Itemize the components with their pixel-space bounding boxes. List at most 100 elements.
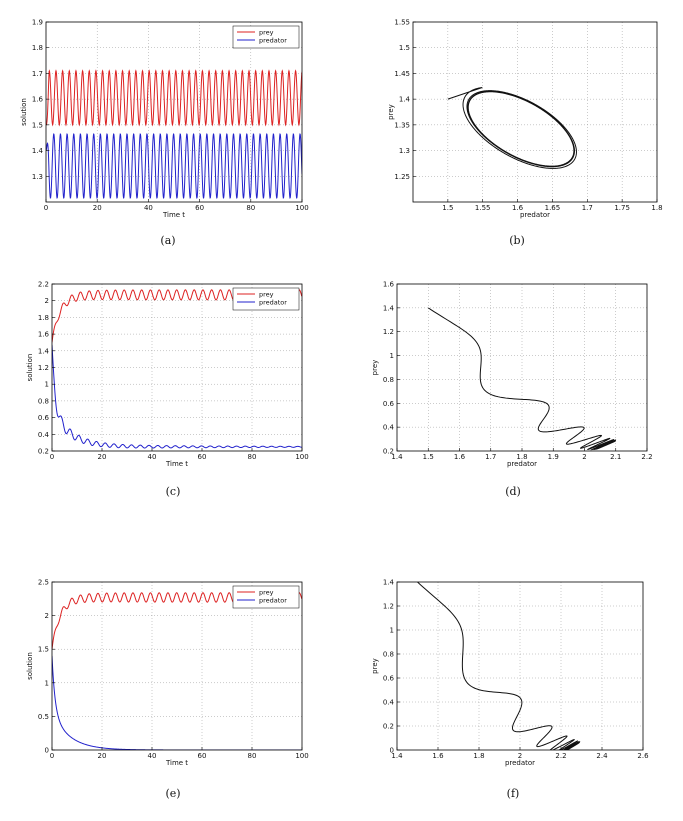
y-tick-label: 1.5	[399, 44, 410, 52]
x-axis-label: predator	[505, 759, 535, 767]
x-tick-label: 0	[50, 453, 54, 461]
x-tick-label: 1.7	[582, 204, 593, 212]
x-tick-label: 1.65	[545, 204, 561, 212]
y-tick-label: 1.4	[32, 147, 44, 155]
series-line-prey	[46, 69, 302, 127]
y-tick-label: 1.25	[394, 173, 410, 181]
y-tick-label: 0.2	[383, 448, 394, 456]
x-tick-label: 1.7	[485, 453, 496, 461]
series-line-predator	[52, 344, 302, 449]
y-tick-label: 1.6	[383, 281, 395, 289]
panel-f: 1.4 1.6 1.8 2 2.2 2.4 2.6 0 0.2 0.4 0.6 0.8 1 1.2 1.4 p…	[371, 579, 649, 801]
y-tick-label: 0.4	[383, 424, 395, 432]
x-tick-label: 1.6	[432, 752, 444, 760]
legend-label: predator	[259, 596, 287, 604]
x-tick-label: 80	[246, 204, 255, 212]
x-axis-label: Time t	[165, 759, 188, 767]
series-line-predator	[52, 655, 302, 750]
y-tick-label: 1.5	[38, 646, 49, 654]
y-tick-label: 0.4	[383, 699, 395, 707]
x-tick-label: 0	[50, 752, 54, 760]
y-axis-label: prey	[387, 104, 395, 120]
y-tick-label: 0	[390, 747, 394, 755]
y-axis-label: solution	[26, 652, 34, 680]
legend-label: prey	[259, 588, 274, 596]
y-tick-label: 1.4	[383, 304, 395, 312]
y-tick-label: 1	[45, 381, 49, 389]
x-tick-label: 1.9	[548, 453, 559, 461]
x-tick-label: 2.6	[637, 752, 649, 760]
x-tick-label: 80	[248, 453, 257, 461]
y-tick-label: 0.6	[383, 675, 395, 683]
y-tick-label: 1.2	[383, 328, 394, 336]
y-tick-label: 0.6	[38, 414, 50, 422]
y-tick-label: 1.5	[32, 121, 43, 129]
y-axis-label: solution	[26, 354, 34, 382]
x-tick-label: 1.8	[473, 752, 484, 760]
x-tick-label: 40	[144, 204, 153, 212]
y-tick-label: 1.35	[394, 121, 410, 129]
y-tick-label: 0.6	[383, 400, 395, 408]
y-tick-label: 1.8	[38, 314, 49, 322]
y-tick-label: 0.8	[38, 397, 49, 405]
x-tick-label: 20	[93, 204, 102, 212]
legend-label: predator	[259, 36, 287, 44]
x-axis-label: Time t	[162, 211, 185, 219]
x-tick-label: 40	[148, 752, 157, 760]
y-tick-label: 1	[390, 627, 394, 635]
y-axis-label: solution	[20, 98, 28, 126]
series-line	[417, 582, 581, 750]
y-tick-label: 1.8	[32, 44, 43, 52]
x-tick-label: 1.4	[391, 453, 403, 461]
y-tick-label: 1.3	[32, 173, 43, 181]
panel-caption: (e)	[165, 787, 180, 800]
y-tick-label: 1.55	[394, 19, 410, 27]
panel-c: 0 20 40 60 80 100 0.2 0.4 0.6 0.8 1 1.2 1.4 1.6 1.8 2 2.…	[26, 281, 309, 499]
y-tick-label: 1.2	[38, 364, 49, 372]
x-tick-label: 100	[295, 204, 308, 212]
panel-caption: (f)	[507, 787, 520, 800]
x-tick-label: 1.4	[391, 752, 403, 760]
series-line-predator	[46, 133, 302, 199]
x-tick-label: 1.6	[512, 204, 524, 212]
x-tick-label: 1.8	[651, 204, 662, 212]
y-tick-label: 1.4	[383, 579, 395, 587]
x-tick-label: 1.5	[423, 453, 434, 461]
x-axis-label: predator	[520, 211, 550, 219]
plot-frame	[45, 21, 303, 203]
x-tick-label: 80	[248, 752, 257, 760]
legend-label: prey	[259, 28, 274, 36]
y-axis-label: prey	[371, 360, 379, 376]
series-line	[447, 87, 577, 169]
y-tick-label: 0.8	[383, 651, 394, 659]
x-tick-label: 0	[44, 204, 48, 212]
y-tick-label: 1.6	[32, 96, 44, 104]
y-tick-label: 1.9	[32, 19, 43, 27]
panel-a: 0 20 40 60 80 100 1.3 1.4 1.5 1.6 1.7 1.8 1.9 Time t s…	[20, 19, 309, 248]
x-tick-label: 100	[295, 752, 308, 760]
y-tick-label: 1	[45, 679, 49, 687]
y-tick-label: 1.2	[383, 603, 394, 611]
x-tick-label: 2.2	[641, 453, 652, 461]
x-tick-label: 1.75	[614, 204, 630, 212]
legend-label: predator	[259, 298, 287, 306]
x-tick-label: 20	[98, 752, 107, 760]
panel-d: 1.4 1.5 1.6 1.7 1.8 1.9 2 2.1 2.2 0.2 0.4 0.6 0.8 1 1.…	[371, 281, 653, 499]
y-tick-label: 2.5	[38, 579, 49, 587]
x-axis-label: predator	[507, 460, 537, 468]
panel-e: 0 20 40 60 80 100 0 0.5 1 1.5 2 2.5 Time t solution pr…	[26, 579, 309, 801]
x-tick-label: 20	[98, 453, 107, 461]
panel-caption: (a)	[160, 234, 175, 247]
x-axis-label: Time t	[165, 460, 188, 468]
plot-frame	[412, 21, 658, 203]
y-tick-label: 0.5	[38, 713, 49, 721]
x-tick-label: 1.5	[442, 204, 453, 212]
y-tick-label: 1.4	[38, 347, 50, 355]
y-tick-label: 1.3	[399, 147, 410, 155]
x-tick-label: 2	[518, 752, 522, 760]
y-axis-label: prey	[371, 658, 379, 674]
legend-label: prey	[259, 290, 274, 298]
x-tick-label: 1.6	[454, 453, 466, 461]
x-tick-label: 2	[582, 453, 586, 461]
panel-b: 1.5 1.55 1.6 1.65 1.7 1.75 1.8 1.25 1.3 1.35 1.4 1.…	[387, 19, 663, 248]
